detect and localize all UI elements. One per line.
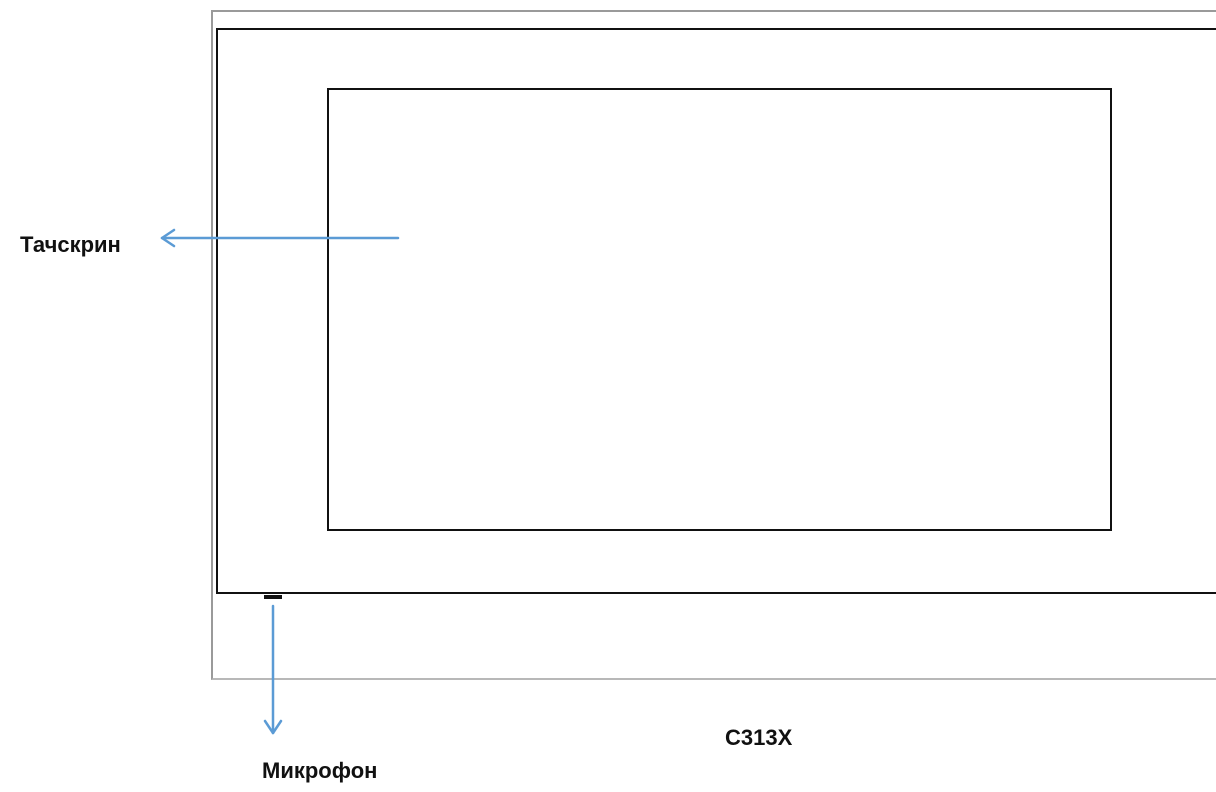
- touchscreen-label: Тачскрин: [20, 232, 121, 257]
- device-housing: [211, 10, 1216, 680]
- touchscreen-arrow: [160, 228, 400, 248]
- touchscreen-area: [327, 88, 1112, 531]
- model-label: C313X: [725, 725, 793, 750]
- microphone-arrow: [263, 604, 283, 735]
- microphone-opening: [264, 595, 282, 599]
- microphone-label: Микрофон: [262, 758, 378, 783]
